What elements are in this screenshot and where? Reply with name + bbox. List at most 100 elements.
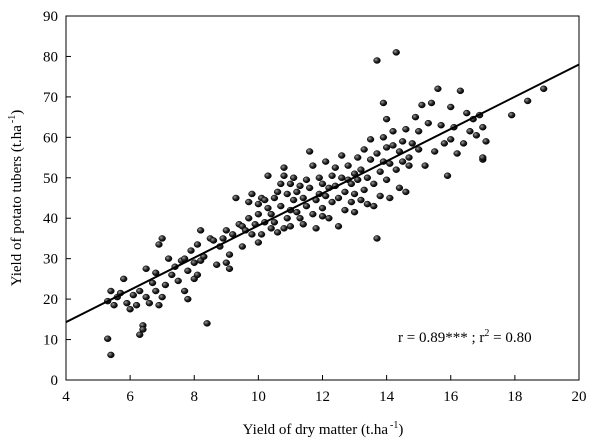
- data-point: [184, 267, 192, 275]
- data-point: [466, 128, 474, 135]
- data-point: [238, 243, 246, 250]
- data-point: [293, 208, 301, 216]
- data-point: [132, 301, 141, 309]
- data-point: [524, 97, 532, 105]
- data-point: [277, 202, 285, 210]
- data-point: [508, 111, 516, 119]
- x-tick-label: 16: [443, 389, 459, 405]
- data-point: [357, 196, 365, 204]
- data-point: [302, 176, 311, 184]
- data-point: [142, 265, 150, 273]
- data-point: [322, 158, 330, 165]
- data-point: [289, 196, 298, 204]
- data-point: [203, 320, 211, 327]
- data-point: [405, 162, 413, 169]
- data-point: [193, 271, 202, 279]
- data-point: [447, 136, 455, 143]
- data-point: [254, 210, 263, 218]
- data-point: [264, 172, 272, 180]
- x-axis-ticks: 4 6 8 10 12 14 16 18 20: [62, 375, 587, 405]
- data-point: [459, 140, 468, 147]
- data-point: [395, 184, 404, 192]
- data-point: [437, 121, 445, 129]
- data-point: [338, 152, 346, 159]
- data-point: [389, 128, 397, 135]
- data-point: [418, 101, 426, 109]
- data-point: [219, 235, 227, 242]
- data-point: [463, 109, 471, 117]
- data-point: [472, 132, 481, 139]
- data-point: [341, 206, 349, 214]
- y-tick-label: 60: [43, 130, 58, 146]
- data-point: [392, 49, 400, 56]
- data-point: [354, 154, 362, 161]
- data-point: [123, 299, 131, 307]
- data-point: [373, 150, 381, 157]
- data-point: [213, 261, 221, 268]
- data-point: [328, 172, 336, 180]
- y-tick-label: 20: [43, 292, 58, 308]
- data-point: [479, 154, 487, 161]
- y-tick-label: 10: [43, 333, 58, 349]
- data-point: [334, 223, 343, 230]
- data-point: [315, 174, 323, 182]
- data-point: [479, 123, 487, 131]
- data-point: [209, 237, 218, 244]
- data-point: [139, 326, 147, 333]
- data-point: [350, 190, 359, 198]
- data-point: [334, 194, 343, 202]
- x-axis-label: Yield of dry matter (t.ha -1): [243, 420, 404, 438]
- x-tick-label: 20: [572, 389, 587, 405]
- data-point: [341, 188, 349, 196]
- data-point: [136, 331, 144, 338]
- data-point: [296, 214, 304, 222]
- data-point: [126, 305, 134, 313]
- data-point: [427, 99, 436, 107]
- stat-annotation: r = 0.89*** ; r2 = 0.80: [398, 328, 532, 346]
- data-point: [415, 128, 423, 135]
- data-point: [277, 180, 285, 188]
- data-point: [363, 174, 372, 182]
- data-point: [184, 295, 192, 303]
- data-point: [360, 186, 368, 194]
- data-point: [148, 279, 157, 287]
- data-point: [245, 214, 253, 222]
- data-point: [382, 115, 391, 123]
- data-point: [331, 164, 339, 171]
- data-point: [309, 210, 317, 218]
- data-point: [261, 196, 269, 204]
- data-point: [453, 150, 461, 157]
- data-point: [142, 293, 150, 301]
- data-point: [248, 190, 256, 198]
- data-point: [431, 148, 439, 155]
- data-point: [299, 194, 307, 202]
- data-point: [357, 166, 365, 173]
- data-point: [370, 180, 378, 188]
- data-point: [107, 351, 115, 359]
- data-point: [273, 188, 282, 196]
- data-point: [145, 299, 154, 307]
- data-point: [411, 113, 420, 121]
- data-point: [110, 301, 118, 309]
- data-point: [289, 174, 298, 182]
- data-point: [376, 168, 384, 175]
- data-point: [373, 57, 381, 64]
- data-point: [318, 212, 327, 220]
- data-point: [174, 277, 182, 285]
- data-point: [107, 287, 115, 295]
- y-tick-label: 0: [51, 373, 59, 389]
- data-point: [424, 119, 432, 127]
- data-point: [180, 287, 189, 295]
- plot-area: [65, 15, 580, 381]
- data-point: [286, 223, 295, 230]
- data-point: [280, 225, 288, 232]
- data-point: [280, 172, 288, 180]
- data-point: [152, 269, 160, 277]
- data-point: [248, 231, 256, 238]
- data-point: [232, 194, 240, 202]
- data-point: [264, 204, 272, 212]
- data-point: [197, 227, 205, 234]
- data-point: [392, 166, 400, 173]
- data-point: [443, 172, 452, 180]
- data-point: [325, 214, 333, 222]
